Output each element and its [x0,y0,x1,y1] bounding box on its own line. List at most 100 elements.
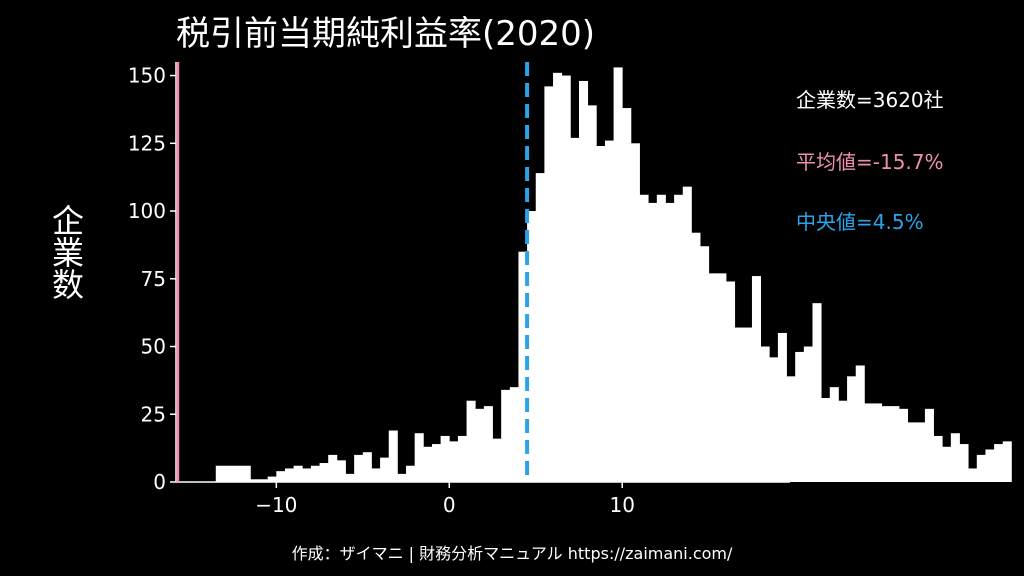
chart-title: 税引前当期純利益率(2020) [176,14,596,54]
histogram-bar [293,465,303,482]
histogram-bar [561,75,571,482]
histogram-bar [570,137,580,482]
histogram-bar [985,449,995,482]
y-tick-label: 75 [141,267,166,291]
histogram-bar [950,433,960,482]
histogram-bar [942,446,952,482]
histogram-bar [302,468,312,482]
histogram-bar [700,246,710,482]
histogram-bar [388,430,398,482]
x-tick-label: 0 [443,493,456,517]
y-tick-label: 25 [141,402,166,426]
histogram-bar [527,211,537,482]
histogram-bar [310,465,320,482]
histogram-bar [233,465,243,482]
histogram-bar [1002,441,1012,482]
histogram-bar [665,202,675,482]
histogram-bar [457,435,467,482]
histogram-bar [933,435,943,482]
histogram-bar [509,387,519,482]
histogram-bar [328,454,338,482]
histogram-bar [924,408,934,482]
histogram-bar [630,143,640,482]
histogram-bar [596,146,606,482]
histogram-bar [475,408,485,482]
histogram-bar [812,303,822,482]
histogram-bar [864,403,874,482]
histogram-bar [284,468,295,482]
histogram-bar [224,465,234,482]
histogram-bar [769,357,779,482]
y-tick-label: 150 [128,64,166,88]
histogram-bar [898,408,909,482]
histogram-bar [276,471,286,482]
histogram-bar [440,435,450,482]
histogram-bar [535,173,545,482]
histogram-bar [907,422,917,482]
histogram-bar [639,194,649,482]
y-tick-label: 100 [128,199,166,223]
histogram-bar [431,444,442,482]
histogram-bar [613,67,623,482]
x-tick-label: 10 [610,493,635,517]
histogram-bar [717,273,727,482]
histogram-bar [751,276,761,482]
histogram-bar [890,406,900,482]
histogram-bar [406,465,416,482]
histogram-bar [734,327,744,482]
y-tick-label: 0 [153,470,166,494]
histogram-bar [604,140,614,483]
histogram-bar [518,251,528,482]
histogram-bar [760,346,770,482]
median-annotation: 中央値=4.5% [796,210,924,234]
histogram-bar [691,232,701,482]
histogram-bar [362,452,372,482]
histogram-bar [976,454,986,482]
histogram-bar [829,387,839,482]
histogram-bar [380,457,390,482]
y-axis-label: 企業数 [47,204,85,300]
histogram-bar [682,186,692,483]
histogram-bar [423,446,433,482]
histogram-bar [726,281,736,482]
y-tick-label: 50 [141,335,166,359]
histogram-bar [345,473,355,482]
histogram-bar [968,468,978,482]
y-tick-label: 125 [128,131,166,155]
histogram-bar [397,473,407,482]
histogram-bar [492,438,502,482]
histogram-bar [483,406,493,482]
histogram-bar [959,444,969,482]
histogram-bar [336,460,346,482]
histogram-bar [449,441,459,482]
histogram-bar [674,194,684,482]
histogram-bar [838,400,848,482]
x-axis-unit-label: (%) [796,463,824,482]
footer-credit: 作成：ザイマニ | 財務分析マニュアル https://zaimani.com/ [291,544,733,563]
histogram-bar [250,479,260,482]
histogram-bar [847,376,857,482]
histogram-bar [267,476,277,482]
histogram-bar [803,346,813,482]
histogram-bar [708,273,718,482]
histogram-bar [648,202,658,482]
histogram-bar [578,80,589,482]
histogram-bar [501,389,511,482]
histogram-bar [821,398,831,482]
histogram-bar [656,194,666,482]
histogram-bar [855,365,865,482]
histogram-bar [881,406,891,482]
histogram-bar [587,105,597,483]
company-count-annotation: 企業数=3620社 [796,88,944,112]
histogram-bar [786,376,796,482]
histogram-bar [215,465,225,482]
histogram-bar [259,479,269,482]
histogram-bar [795,351,805,482]
x-tick-label: −10 [255,493,297,517]
histogram-bar [414,433,424,482]
histogram-bar [916,422,926,482]
histogram-bar [544,86,554,483]
histogram-bar [622,108,632,482]
mean-annotation: 平均値=-15.7% [796,150,944,174]
